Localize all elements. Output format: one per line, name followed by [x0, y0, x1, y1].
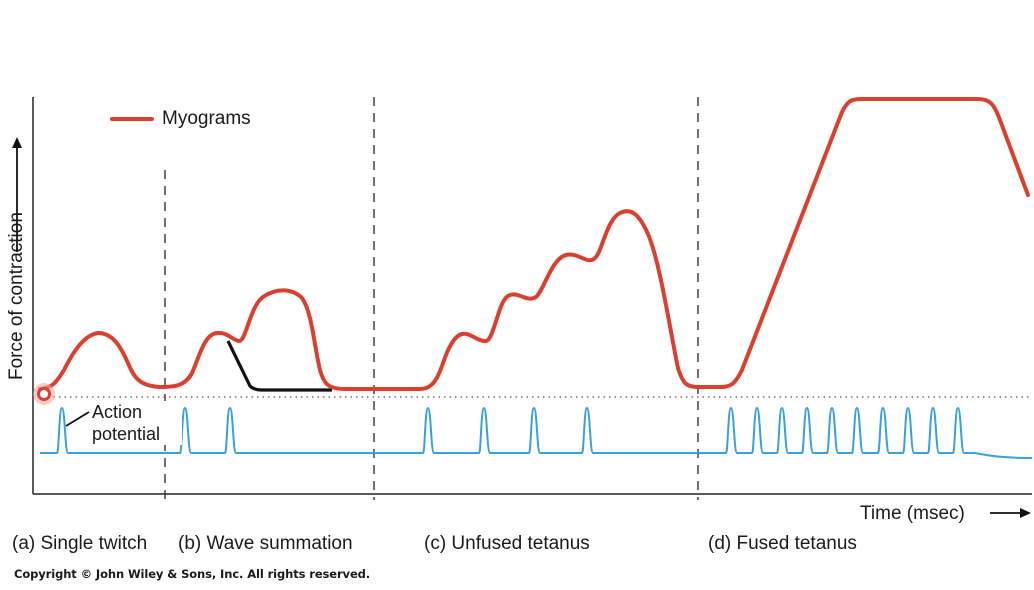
myogram-line: [38, 97, 1030, 391]
x-axis-arrow-head: [1020, 508, 1031, 518]
phase-label-unfused-tetanus: (c) Unfused tetanus: [424, 533, 590, 554]
action-potential-leader: [65, 411, 90, 427]
legend-label-myograms: Myograms: [162, 108, 251, 129]
single-twitch-decay-line: [226, 340, 332, 392]
phase-label-wave-summation: (b) Wave summation: [178, 533, 353, 554]
phase-label-fused-tetanus: (d) Fused tetanus: [708, 533, 857, 554]
y-axis-label: Force of contraction: [6, 212, 27, 380]
copyright-notice: Copyright © John Wiley & Sons, Inc. All …: [14, 567, 371, 581]
action-potential-line: [40, 407, 1033, 459]
x-axis-label: Time (msec): [860, 503, 965, 524]
phase-label-single-twitch: (a) Single twitch: [12, 533, 148, 554]
y-axis-arrow-head: [12, 137, 22, 148]
action-potential-label: Action potential: [92, 401, 182, 445]
stimulus-marker: [37, 387, 51, 401]
